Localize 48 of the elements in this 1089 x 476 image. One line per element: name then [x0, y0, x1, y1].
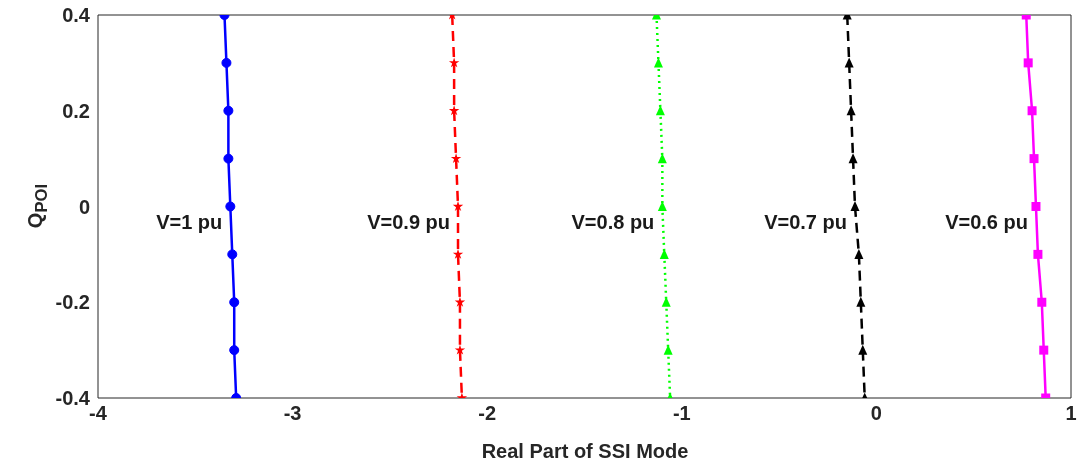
point: [856, 296, 866, 307]
x-tick-label: -2: [478, 402, 497, 425]
y-tick-label: 0.2: [62, 99, 90, 122]
point: [850, 201, 860, 211]
point: [448, 57, 460, 68]
point: [225, 201, 236, 212]
point: [454, 344, 466, 355]
series-label: V=0.8 pu: [571, 210, 655, 233]
point: [844, 57, 854, 68]
series-label: V=1 pu: [156, 210, 223, 233]
point: [1029, 154, 1039, 164]
point: [1033, 249, 1043, 259]
point: [858, 344, 868, 355]
series-label: V=0.9 pu: [367, 210, 451, 233]
y-tick-label: -0.2: [55, 291, 90, 314]
y-tick-label: 0: [78, 195, 90, 218]
point: [1027, 106, 1037, 116]
point: [848, 153, 858, 164]
point: [657, 153, 667, 164]
point: [223, 105, 234, 116]
point: [223, 153, 234, 164]
point: [1031, 202, 1041, 211]
point: [1023, 58, 1033, 68]
y-tick-label: -0.4: [55, 387, 91, 410]
point: [229, 345, 240, 356]
point: [846, 105, 856, 116]
x-tick-label: -1: [672, 402, 691, 425]
x-axis-title: Real Part of SSI Mode: [480, 440, 690, 463]
point: [450, 153, 462, 164]
point: [227, 249, 238, 260]
point: [663, 344, 673, 355]
series-label: V=0.6 pu: [945, 210, 1028, 233]
point: [221, 57, 232, 68]
point: [657, 201, 667, 211]
x-tick-label: 1: [1065, 402, 1077, 425]
point: [448, 105, 460, 116]
x-tick-label: -3: [283, 402, 302, 425]
x-tick-label: -4: [89, 402, 108, 425]
point: [229, 297, 240, 308]
point: [1037, 297, 1047, 307]
point: [452, 201, 464, 211]
y-tick-label: 0.4: [62, 4, 91, 27]
point: [1039, 345, 1049, 355]
x-tick-label: 0: [870, 402, 882, 425]
series-label: V=0.7 pu: [764, 210, 847, 233]
point: [452, 248, 464, 259]
point: [655, 105, 665, 116]
point: [854, 248, 864, 259]
